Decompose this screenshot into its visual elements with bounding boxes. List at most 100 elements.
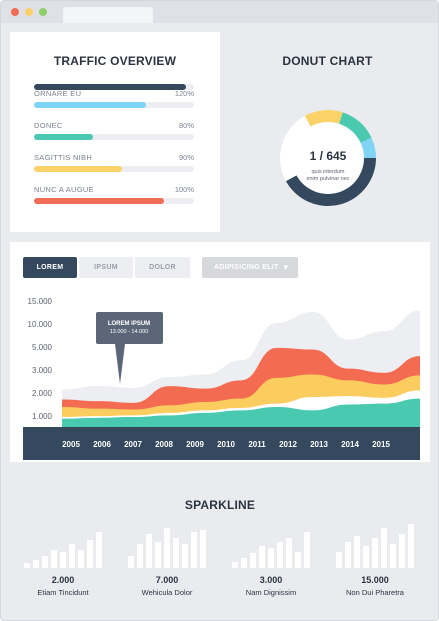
close-dot-icon[interactable] [11,8,19,16]
x-axis-band [23,427,420,460]
sparkline-bar [372,538,378,568]
sparkline-label: Non Dui Pharetra [346,588,404,597]
sparkline-bar [286,538,292,568]
x-tick-label: 2010 [217,440,235,449]
traffic-bar-percent: 80% [178,121,194,130]
sparkline-chart [232,532,310,568]
y-tick-label: 15.000 [28,297,53,306]
donut-title: DONUT CHART [282,54,373,68]
tooltip-pointer [115,344,125,384]
sparkline-bar [173,538,179,568]
sparkline-bar [390,544,396,568]
traffic-bar-label: DONEC [34,121,63,130]
traffic-bar-label: NUNC A AUGUE [34,185,94,194]
tab-lorem[interactable]: LOREM [23,257,77,278]
sparkline-bar [259,546,265,568]
sparkline-bar [33,560,39,568]
sparkline-bar [399,534,405,568]
sparkline-bar [200,530,206,568]
x-tick-label: 2006 [93,440,111,449]
area-series-4 [62,398,420,427]
sparkline-bar [164,528,170,568]
sparkline-label: Wehicula Dolor [141,588,193,597]
sparkline-bar [69,544,75,568]
y-tick-label: 1.000 [32,412,53,421]
traffic-bar-track [34,198,194,204]
sparkline-bar [24,563,30,568]
sparkline-title: SPARKLINE [184,498,256,512]
y-tick-label: 5.000 [32,343,53,352]
traffic-bar-fill [34,166,122,172]
sparkline-bar [381,528,387,568]
sparkline-chart [24,532,102,568]
donut-center [292,122,364,194]
sparkline-chart [336,524,414,568]
sparkline-bar [232,562,238,568]
sparkline-bar [250,552,256,568]
sparkline-bar [60,552,66,568]
x-tick-label: 2009 [186,440,204,449]
sparkline-bar [42,556,48,568]
minimize-dot-icon[interactable] [25,8,33,16]
sparkline-bar [241,558,247,568]
sparkline-value: 3.000 [259,575,283,585]
sparkline-bar [295,552,301,568]
traffic-bar-percent: 100% [174,185,194,194]
tooltip: LOREM IPSUM 13.000 - 14.000 [96,312,163,384]
donut-center-sub1: quis interdum [311,169,344,175]
sparkline-value: 2.000 [51,575,75,585]
sparkline-bar [277,542,283,568]
x-tick-label: 2015 [372,440,390,449]
dropdown-select[interactable]: ADIPISICING ELIT ▼ [202,257,298,278]
x-tick-label: 2011 [248,440,266,449]
traffic-bar-label: ORNARE EU [34,89,82,98]
traffic-overview-panel: TRAFFIC OVERVIEW ORNARE EU 120% DONEC 80% SA… [10,32,220,232]
traffic-bar-fill [34,102,146,108]
tooltip-line1: LOREM IPSUM [108,321,150,327]
sparkline-bar [96,532,102,568]
x-tick-label: 2013 [310,440,328,449]
sparkline-bar [304,532,310,568]
sparkline-bar [51,550,57,568]
x-tick-label: 2012 [279,440,297,449]
area-chart: 15.000 10.000 5.000 3.000 2.000 1.000 2005 200… [23,297,420,460]
sparkline-bar [128,556,134,568]
donut-panel: DONUT CHART 1 / 645 quis interdum enim p… [225,32,430,232]
sparkline-bar [336,552,342,568]
sparkline-label: Etiam Tincidunt [37,588,89,597]
traffic-bar-percent: 90% [178,153,194,162]
tab-dolor[interactable]: DOLOR [135,257,190,278]
title-bar [1,1,438,23]
sparkline-bar [345,542,351,568]
area-chart-panel: LOREM IPSUM DOLOR ADIPISICING ELIT ▼ 15.… [10,242,430,462]
traffic-bar-track [34,134,194,140]
traffic-bar-label: SAGITTIS NIBH [34,153,93,162]
chevron-down-icon: ▼ [281,263,290,272]
sparkline-value: 15.000 [361,575,389,585]
tooltip-line2: 13.000 - 14.000 [110,329,149,335]
x-tick-label: 2007 [124,440,142,449]
y-tick-label: 3.000 [32,366,53,375]
sparkline-bar [354,536,360,568]
tab-ipsum[interactable]: IPSUM [79,257,133,278]
sparkline-bar [191,532,197,568]
browser-tab[interactable] [63,7,153,23]
maximize-dot-icon[interactable] [39,8,47,16]
sparkline-bar [146,534,152,568]
sparkline-bar [268,548,274,568]
traffic-bar-track [34,166,194,172]
sparkline-bar [408,524,414,568]
tooltip-box [96,312,163,344]
y-tick-label: 10.000 [28,320,53,329]
traffic-bar-fill [34,198,164,204]
donut-center-value: 1 / 645 [310,149,347,163]
traffic-bar-track [34,84,194,90]
donut-chart: 1 / 645 quis interdum enim pulvinar nec [280,110,376,207]
dropdown-label: ADIPISICING ELIT [214,264,279,271]
donut-center-sub2: enim pulvinar nec [306,176,349,182]
traffic-bar-fill [34,84,186,90]
traffic-bar-track [34,102,194,108]
x-tick-label: 2008 [155,440,173,449]
sparkline-value: 7.000 [155,575,179,585]
